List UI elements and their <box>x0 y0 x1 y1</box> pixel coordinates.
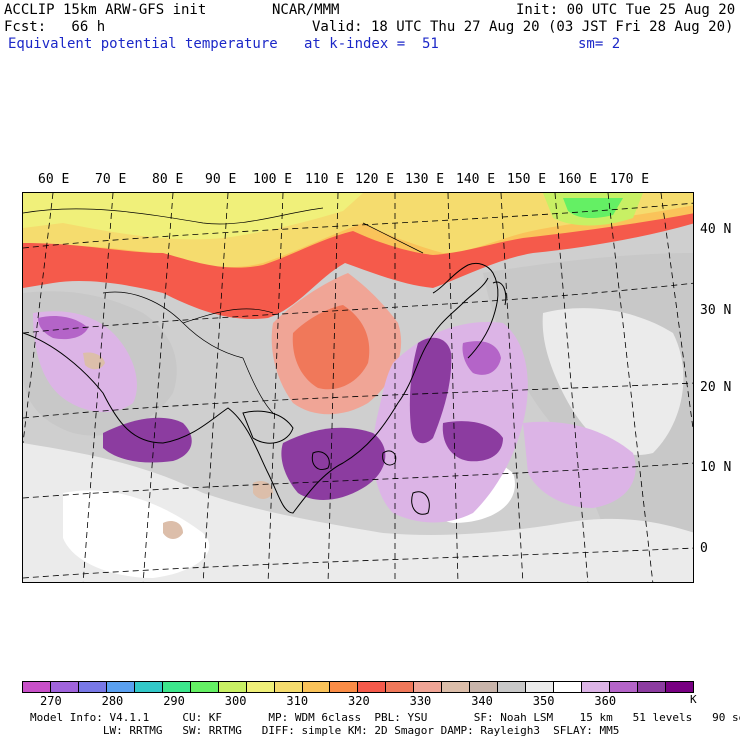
colorbar-swatch <box>470 682 499 692</box>
colorbar-label: 350 <box>532 694 555 708</box>
latitude-label: 30 N <box>700 303 732 318</box>
longitude-label: 170 E <box>610 172 650 187</box>
colorbar-swatch <box>50 682 79 692</box>
colorbar-swatch <box>442 682 471 692</box>
colorbar-swatch <box>78 682 107 692</box>
colorbar-swatch <box>582 682 611 692</box>
valid-time: Valid: 18 UTC Thu 27 Aug 20 (03 JST Fri … <box>312 19 734 35</box>
colorbar-label: 270 <box>40 694 62 708</box>
model-info-line1: Model Info: V4.1.1 CU: KF MP: WDM 6class… <box>30 711 740 724</box>
colorbar-label: 360 <box>594 694 617 708</box>
colorbar-swatch <box>386 682 415 692</box>
init-time: Init: 00 UTC Tue 25 Aug 20 <box>516 2 736 18</box>
colorbar-label: 310 <box>286 694 309 708</box>
colorbar-swatch <box>190 682 219 692</box>
longitude-label: 90 E <box>205 172 237 187</box>
colorbar-unit: K <box>690 693 697 706</box>
colorbar-swatch <box>665 682 693 692</box>
model-info-line2: LW: RRTMG SW: RRTMG DIFF: simple KM: 2D … <box>30 724 620 737</box>
map-graphic <box>23 193 693 582</box>
longitude-label: 130 E <box>405 172 445 187</box>
colorbar-swatch <box>554 682 583 692</box>
longitude-label: 70 E <box>95 172 127 187</box>
colorbar-swatch <box>498 682 527 692</box>
field-name: Equivalent potential temperature <box>8 36 278 52</box>
colorbar-swatch <box>134 682 163 692</box>
colorbar-label: 300 <box>224 694 247 708</box>
colorbar-swatch <box>610 682 638 692</box>
colorbar-label: 330 <box>409 694 432 708</box>
model-title: ACCLIP 15km ARW-GFS init <box>4 2 207 18</box>
longitude-label: 120 E <box>355 172 395 187</box>
colorbar-label: 280 <box>101 694 124 708</box>
longitude-label: 100 E <box>253 172 293 187</box>
smoothing-label: sm= 2 <box>578 36 621 52</box>
latitude-label: 40 N <box>700 222 732 237</box>
colorbar-swatch <box>526 682 555 692</box>
latitude-label: 10 N <box>700 460 732 475</box>
forecast-hour: Fcst: 66 h <box>4 19 106 35</box>
colorbar-swatch <box>274 682 303 692</box>
longitude-label: 60 E <box>38 172 70 187</box>
colorbar-swatch <box>162 682 191 692</box>
longitude-label: 140 E <box>456 172 496 187</box>
latitude-label: 20 N <box>700 380 732 395</box>
colorbar-swatch <box>330 682 359 692</box>
colorbar-swatch <box>358 682 387 692</box>
longitude-label: 150 E <box>507 172 547 187</box>
colorbar-swatch <box>218 682 247 692</box>
colorbar-swatch <box>414 682 443 692</box>
colorbar-swatch <box>302 682 331 692</box>
colorbar-swatch <box>637 682 666 692</box>
colorbar-swatch <box>246 682 275 692</box>
colorbar-label: 340 <box>471 694 493 708</box>
organization-label: NCAR/MMM <box>272 2 340 18</box>
colorbar <box>22 681 694 693</box>
colorbar-label: 290 <box>163 694 185 708</box>
longitude-label: 160 E <box>558 172 598 187</box>
latitude-label: 0 <box>700 541 708 556</box>
longitude-label: 110 E <box>305 172 345 187</box>
level-label: at k-index = 51 <box>304 36 439 52</box>
colorbar-label: 320 <box>348 694 370 708</box>
colorbar-swatch <box>106 682 135 692</box>
longitude-label: 80 E <box>152 172 184 187</box>
map-panel <box>22 192 694 583</box>
colorbar-swatch <box>23 682 51 692</box>
